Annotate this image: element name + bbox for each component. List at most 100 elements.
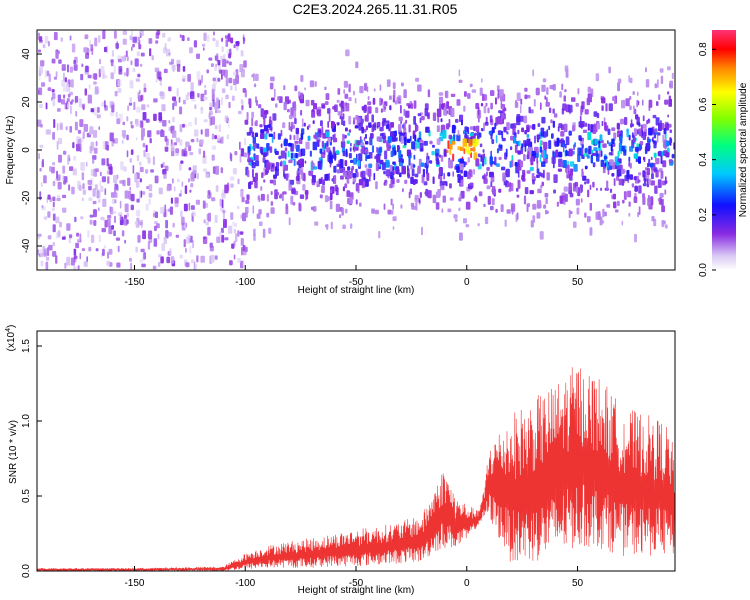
spectrogram-cell (560, 162, 564, 168)
spectrogram-cell (185, 247, 187, 253)
spectrogram-cell (52, 196, 56, 202)
spectrogram-cell (51, 166, 55, 174)
spectrogram-cell (584, 165, 588, 170)
spectrogram-cell (302, 184, 306, 191)
spectrogram-cell (39, 144, 44, 148)
spectrogram-cell (373, 88, 376, 92)
spectrogram-cell (183, 99, 186, 105)
spectrogram-cell (209, 245, 214, 252)
spectrogram-cell (300, 75, 304, 82)
spectrogram-cell (569, 193, 574, 198)
spectrogram-cell (290, 107, 294, 117)
spectrogram-cell (405, 110, 410, 118)
spectrogram-cell (558, 151, 563, 158)
spectrogram-cell (69, 126, 72, 133)
spectrogram-cell (154, 225, 157, 231)
spectrogram-cell (390, 131, 395, 137)
spectrogram-cell (87, 94, 92, 104)
spectrogram-cell (440, 103, 445, 109)
spectrogram-cell (454, 218, 458, 222)
spectrogram-cell (581, 143, 584, 149)
spectrogram-cell (147, 241, 151, 250)
spectrogram-cell (125, 50, 128, 58)
spectrogram-cell (111, 225, 114, 230)
spectrogram-y-tick-label: 20 (21, 96, 32, 108)
spectrogram-cell (132, 165, 135, 174)
spectrogram-cell (439, 174, 443, 183)
spectrogram-cell (546, 87, 549, 95)
spectrogram-cell (449, 183, 452, 189)
spectrogram-cell (506, 209, 511, 214)
spectrogram-cell (92, 200, 97, 205)
spectrogram-cell (499, 89, 504, 98)
spectrogram-cell (410, 103, 414, 109)
spectrogram-cell (501, 137, 506, 142)
spectrogram-cell (416, 125, 419, 131)
spectrogram-cell (203, 47, 205, 51)
spectrogram-cell (126, 67, 129, 77)
spectrogram-cell (192, 165, 197, 174)
spectrogram-cell (90, 234, 95, 243)
spectrogram-cell (77, 129, 82, 134)
spectrogram-cell (541, 116, 546, 124)
spectrogram-cell (496, 148, 499, 154)
spectrogram-cell (48, 73, 51, 82)
spectrogram-cell (602, 143, 607, 148)
spectrogram-cell (218, 69, 223, 74)
spectrogram-cell (624, 117, 628, 125)
spectrogram-cell (230, 37, 234, 44)
spectrogram-cell (412, 134, 415, 139)
spectrogram-cell (576, 207, 580, 215)
spectrogram-cell (192, 211, 196, 217)
spectrogram-cell (215, 165, 219, 175)
spectrogram-cell (359, 202, 362, 207)
spectrogram-cell (400, 104, 402, 114)
spectrogram-cell (285, 173, 289, 181)
spectrogram-cell (240, 148, 245, 157)
spectrogram-cell (633, 153, 639, 159)
spectrogram-cell (572, 125, 575, 132)
spectrogram-cell (47, 194, 51, 200)
spectrogram-cell (71, 43, 76, 53)
spectrogram-cell (85, 52, 89, 59)
spectrogram-cell (203, 236, 206, 240)
spectrogram-cell (175, 137, 180, 143)
spectrogram-cell (132, 43, 135, 48)
spectrogram-cell (214, 215, 218, 223)
spectrogram-cell (224, 184, 229, 194)
spectrogram-cell (174, 197, 179, 204)
spectrogram-cell (234, 84, 237, 92)
spectrogram-cell (63, 179, 67, 185)
spectrogram-cell (568, 148, 573, 157)
spectrogram-cell (172, 116, 175, 123)
spectrogram-cell (229, 260, 233, 266)
spectrogram-cell (190, 173, 195, 182)
spectrogram-cell (194, 117, 197, 125)
spectrogram-x-tick-label: -50 (349, 277, 364, 288)
spectrogram-cell (146, 104, 150, 108)
spectrogram-cell (211, 154, 215, 161)
spectrogram-cell (654, 83, 658, 89)
spectrogram-cell (126, 56, 129, 62)
spectrogram-cell (540, 102, 542, 110)
spectrogram-cell (150, 169, 154, 173)
spectrogram-cell (246, 194, 250, 200)
spectrogram-cell (102, 141, 106, 150)
spectrogram-cell (626, 170, 630, 179)
spectrogram-cell (282, 122, 286, 129)
spectrogram-cell (55, 255, 58, 264)
spectrogram-cell (52, 251, 57, 257)
spectrogram-cell (487, 107, 490, 114)
spectrogram-cell (479, 87, 483, 96)
spectrogram-cell (460, 169, 463, 174)
spectrogram-cell (607, 140, 609, 144)
spectrogram-cell (210, 63, 214, 67)
spectrogram-cell (347, 166, 351, 171)
spectrogram-cell (196, 53, 200, 59)
spectrogram-cell (81, 172, 85, 181)
spectrogram-cell (84, 34, 89, 40)
spectrogram-cell (507, 182, 512, 187)
spectrogram-cell (47, 87, 52, 91)
spectrogram-cell (471, 89, 477, 93)
spectrogram-cell (241, 196, 245, 203)
